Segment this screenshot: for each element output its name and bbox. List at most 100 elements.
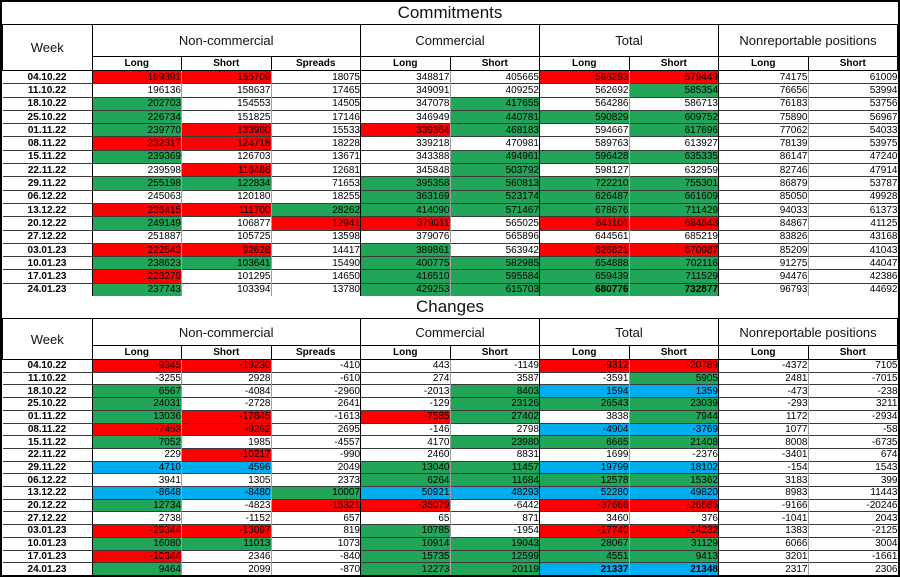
column-subheader: Long (360, 56, 451, 71)
value-cell: 106877 (181, 216, 272, 231)
table-row: 17.01.23 -10344 2346 -840 15735 12599 4551 9413… (2, 549, 898, 563)
table-row: 27.12.22 251887 105725 13598 379076 565896 644… (2, 229, 898, 244)
value-cell: -58 (808, 422, 898, 436)
value-cell: 732877 (629, 282, 719, 296)
value-cell: 41043 (808, 242, 898, 257)
value-cell: 389861 (360, 242, 451, 257)
value-cell: 12941 (271, 216, 361, 231)
value-cell: 21408 (629, 435, 719, 449)
value-cell: 82746 (718, 163, 809, 177)
value-cell: 6264 (360, 473, 451, 487)
value-cell: 111700 (181, 202, 272, 217)
value-cell: 468183 (450, 123, 540, 137)
value-cell: 17465 (271, 83, 361, 98)
value-cell: 52280 (539, 486, 630, 500)
value-cell: 339218 (360, 136, 451, 151)
column-subheader: Short (628, 56, 719, 71)
value-cell: -1149 (450, 359, 540, 373)
table-row: 03.01.23 -29344 -13097 819 10785 -1954 -17740-… (2, 524, 898, 538)
value-cell: -610 (271, 371, 361, 385)
value-cell: 42386 (808, 269, 898, 284)
table-row: 27.12.22 2738 -1152 657 65 871 3460 376 -1041 204… (2, 511, 898, 525)
value-cell: 3941 (92, 473, 182, 487)
table-row: 08.11.22 232317 124718 18228 339218 470981 589… (2, 136, 898, 151)
value-cell: -2934 (808, 409, 898, 424)
value-cell: 239770 (92, 123, 182, 137)
value-cell: 27402 (450, 409, 540, 424)
value-cell: 405665 (450, 69, 540, 84)
value-cell: 122834 (181, 176, 272, 191)
value-cell: 19799 (539, 460, 630, 474)
value-cell: 202703 (92, 96, 182, 111)
table-row: 13.12.22 -8648 -8480 10007 50921 48293 52280 49… (2, 486, 898, 500)
week-cell: 17.01.23 (2, 269, 93, 284)
value-cell: 635335 (629, 149, 719, 164)
value-cell: -154 (718, 460, 809, 474)
value-cell: 249149 (92, 216, 182, 231)
value-cell: 1172 (718, 409, 809, 424)
value-cell: 48293 (450, 486, 540, 500)
week-cell: 13.12.22 (2, 486, 93, 500)
value-cell: 503792 (450, 163, 540, 177)
value-cell: 14505 (271, 96, 361, 111)
value-cell: 565896 (450, 229, 540, 244)
column-group-header: Nonreportable positions (718, 318, 898, 346)
value-cell: 566283 (539, 69, 630, 84)
value-cell: 18228 (271, 136, 361, 151)
value-cell: 94033 (718, 202, 809, 217)
table-row: 01.11.22 13036 -17845 -1613 -7585 27402 3838 79… (2, 409, 898, 424)
column-subheader: Short (628, 345, 719, 360)
value-cell: 23039 (629, 397, 719, 411)
value-cell: 15735 (360, 549, 451, 563)
value-cell: 274 (360, 371, 451, 385)
table-row: 04.10.22 199391 155709 18075 348817 405665 566… (2, 69, 898, 84)
table-row: 04.10.22 -9345 -19230 -410 443 -1149 -9312 -207… (2, 359, 898, 373)
value-cell: -3401 (718, 447, 809, 462)
table-row: 20.12.22 12734 -4823 -15321 -35079 -6442 -3766… (2, 498, 898, 512)
value-cell: 41125 (808, 216, 898, 231)
value-cell: 8403 (450, 384, 540, 398)
value-cell: -9262 (181, 422, 272, 436)
value-cell: -10217 (181, 447, 272, 462)
value-cell: 680776 (539, 282, 630, 296)
value-cell: 348817 (360, 69, 451, 84)
value-cell: 19043 (450, 536, 540, 551)
value-cell: 346949 (360, 109, 451, 124)
value-cell: -9166 (718, 498, 809, 512)
value-cell: 2373 (271, 473, 361, 487)
value-cell: 61009 (808, 69, 898, 84)
value-cell: 54033 (808, 123, 898, 137)
value-cell: 2346 (181, 549, 272, 563)
value-cell: 4170 (360, 435, 451, 449)
value-cell: 615703 (450, 282, 540, 296)
value-cell: 11457 (450, 460, 540, 474)
value-cell: 379076 (360, 229, 451, 244)
value-cell: 77062 (718, 123, 809, 137)
column-subheader: Short (807, 56, 898, 71)
value-cell: 239598 (92, 163, 182, 177)
value-cell: 78139 (718, 136, 809, 151)
value-cell: 237743 (92, 282, 182, 296)
table-row: 25.10.22 226734 151825 17146 346949 440781 590… (2, 109, 898, 124)
value-cell: 661609 (629, 189, 719, 204)
table-row: 25.10.22 24031 -2728 2641 -129 23126 26543 2303… (2, 397, 898, 411)
value-cell: 28262 (271, 202, 361, 217)
value-cell: 151825 (181, 109, 272, 124)
week-cell: 06.12.22 (2, 473, 93, 487)
value-cell: -2125 (808, 524, 898, 538)
value-cell: 3460 (539, 511, 630, 525)
value-cell: 23126 (450, 397, 540, 411)
value-cell: 105725 (181, 229, 272, 244)
value-cell: 251887 (92, 229, 182, 244)
value-cell: -7585 (360, 409, 451, 424)
value-cell: 565025 (450, 216, 540, 231)
value-cell: 3211 (808, 397, 898, 411)
value-cell: 84867 (718, 216, 809, 231)
value-cell: 28067 (539, 536, 630, 551)
value-cell: 196136 (92, 83, 182, 98)
table-row: 10.01.23 16080 11013 1073 10914 19043 28067 311… (2, 536, 898, 551)
value-cell: 13040 (360, 460, 451, 474)
value-cell: 49820 (629, 486, 719, 500)
value-cell: 2049 (271, 460, 361, 474)
